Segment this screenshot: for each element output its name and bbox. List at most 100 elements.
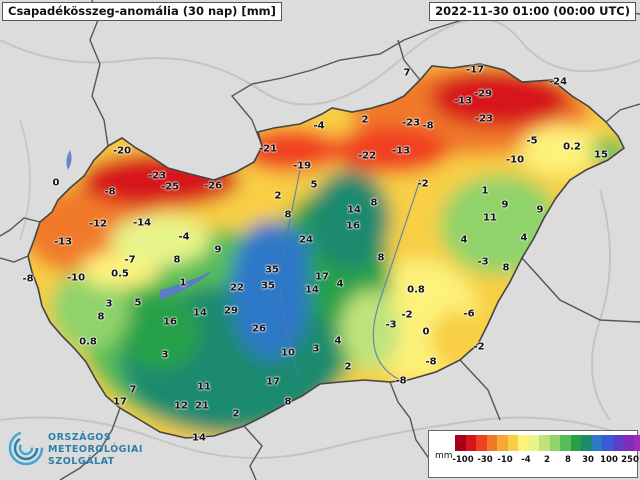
legend-swatch (623, 435, 634, 451)
anomaly-value-label: 4 (336, 278, 344, 290)
legend-swatch (549, 435, 560, 451)
legend-swatch (602, 435, 613, 451)
anomaly-value-label: 14 (305, 284, 319, 296)
omsz-logo: ORSZÁGOS METEOROLÓGIAI SZOLGÁLAT (8, 428, 148, 472)
anomaly-value-label: 9 (214, 244, 222, 256)
anomaly-value-label: -8 (104, 186, 116, 198)
logo-line-3: SZOLGÁLAT (48, 456, 115, 467)
legend-tick-label: -30 (477, 455, 493, 465)
anomaly-value-label: -13 (453, 95, 473, 107)
anomaly-value-label: 0.5 (111, 268, 129, 280)
anomaly-value-label: 14 (347, 204, 361, 216)
legend-swatch (507, 435, 518, 451)
legend-swatch (455, 435, 466, 451)
anomaly-value-label: 4 (460, 234, 468, 246)
anomaly-value-label: 11 (483, 212, 497, 224)
color-legend: mm -100 -30 -10 -4 2 8 30 100 250 (428, 430, 640, 478)
anomaly-value-label: 2 (274, 190, 282, 202)
anomaly-value-label: -3 (477, 256, 489, 268)
anomaly-value-label: 35 (261, 280, 275, 292)
legend-swatch (518, 435, 529, 451)
anomaly-value-label: 2 (344, 361, 352, 373)
anomaly-value-label: -8 (425, 356, 437, 368)
legend-swatch (560, 435, 571, 451)
map-title: Csapadékösszeg-anomália (30 nap) [mm] (2, 2, 282, 21)
legend-swatch (476, 435, 487, 451)
anomaly-value-label: -2 (417, 178, 429, 190)
anomaly-value-label: 29 (224, 305, 238, 317)
anomaly-value-label: -5 (526, 135, 538, 147)
anomaly-value-label: 10 (281, 347, 295, 359)
anomaly-value-label: 21 (195, 400, 209, 412)
swirl-logo-icon (8, 430, 44, 466)
anomaly-value-label: 35 (265, 264, 279, 276)
anomaly-value-label: -26 (203, 180, 223, 192)
anomaly-value-label: -10 (505, 154, 525, 166)
anomaly-value-label: 5 (310, 179, 318, 191)
anomaly-value-label: 12 (174, 400, 188, 412)
anomaly-value-label: -3 (385, 319, 397, 331)
anomaly-value-label: -23 (401, 117, 421, 129)
anomaly-value-label: 5 (134, 297, 142, 309)
anomaly-value-label: 14 (193, 307, 207, 319)
anomaly-value-label: -6 (463, 308, 475, 320)
anomaly-value-label: -13 (391, 145, 411, 157)
anomaly-value-label: -25 (160, 181, 180, 193)
anomaly-value-label: -21 (258, 143, 278, 155)
legend-tick-label: -100 (452, 455, 474, 465)
anomaly-value-label: -29 (473, 88, 493, 100)
anomaly-value-label: 17 (315, 271, 329, 283)
anomaly-value-label: 2 (232, 408, 240, 420)
legend-unit: mm (435, 451, 453, 461)
anomaly-value-label: 1 (179, 277, 187, 289)
anomaly-value-label: -8 (422, 120, 434, 132)
anomaly-value-label: 0.8 (79, 336, 97, 348)
anomaly-value-label: 17 (113, 396, 127, 408)
anomaly-value-label: 16 (163, 316, 177, 328)
anomaly-value-label: 8 (370, 197, 378, 209)
anomaly-value-label: 8 (284, 396, 292, 408)
anomaly-value-label: 7 (403, 67, 411, 79)
anomaly-value-label: 8 (284, 209, 292, 221)
anomaly-value-label: -20 (112, 145, 132, 157)
legend-swatch (633, 435, 640, 451)
anomaly-value-label: 1 (481, 185, 489, 197)
anomaly-value-label: -14 (132, 217, 152, 229)
anomaly-value-label: 0 (52, 177, 60, 189)
anomaly-value-label: 3 (105, 298, 113, 310)
legend-swatch (581, 435, 592, 451)
anomaly-value-label: 24 (299, 234, 313, 246)
anomaly-value-label: -8 (395, 375, 407, 387)
anomaly-value-label: -4 (178, 231, 190, 243)
anomaly-value-label: 8 (97, 311, 105, 323)
timestamp: 2022-11-30 01:00 (00:00 UTC) (429, 2, 636, 21)
legend-tick-label: -10 (497, 455, 513, 465)
anomaly-value-label: -19 (292, 160, 312, 172)
legend-swatch (539, 435, 550, 451)
anomaly-value-label: 4 (334, 335, 342, 347)
anomaly-value-label: 0.8 (407, 284, 425, 296)
legend-swatch (465, 435, 476, 451)
anomaly-value-label: -22 (357, 150, 377, 162)
legend-swatch (528, 435, 539, 451)
anomaly-value-label: 0 (422, 326, 430, 338)
anomaly-value-label: 0.2 (563, 141, 581, 153)
legend-swatch (486, 435, 497, 451)
anomaly-value-label: 16 (346, 220, 360, 232)
legend-swatch (497, 435, 508, 451)
anomaly-value-label: -10 (66, 272, 86, 284)
anomaly-value-label: 9 (501, 199, 509, 211)
anomaly-value-label: 8 (173, 254, 181, 266)
logo-line-2: METEOROLÓGIAI (48, 444, 143, 455)
legend-swatch (612, 435, 623, 451)
anomaly-value-label: 11 (197, 381, 211, 393)
legend-tick-label: 2 (544, 455, 550, 465)
anomaly-value-label: 17 (266, 376, 280, 388)
anomaly-value-label: 3 (312, 343, 320, 355)
anomaly-value-label: -7 (124, 254, 136, 266)
anomaly-value-label: -13 (53, 236, 73, 248)
anomaly-value-label: 9 (536, 204, 544, 216)
anomaly-value-label: 15 (594, 149, 608, 161)
